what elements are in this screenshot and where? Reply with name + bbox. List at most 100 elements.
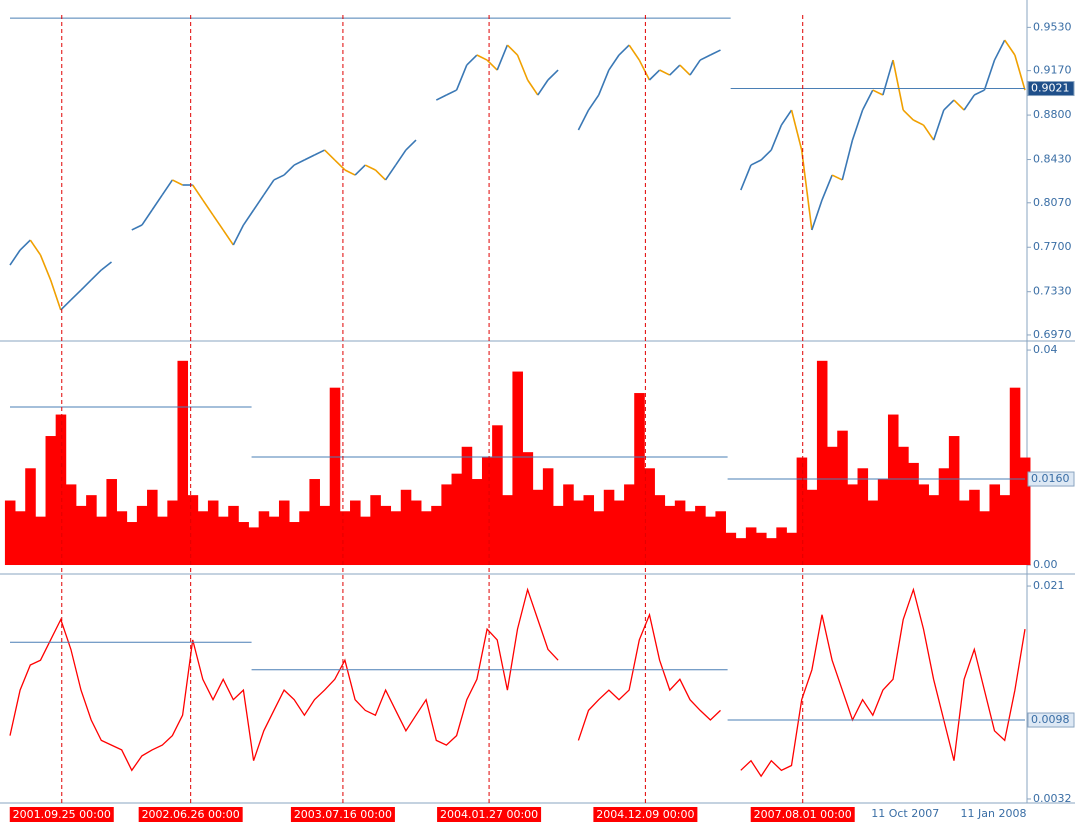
x-tick-label: 11 Jan 2008 bbox=[961, 807, 1027, 820]
bar bbox=[979, 511, 990, 566]
y-tick-label: 0.04 bbox=[1033, 343, 1058, 356]
bar bbox=[573, 500, 584, 566]
bar bbox=[887, 414, 899, 566]
price-segment bbox=[172, 179, 183, 186]
y-tick-label: 0.6970 bbox=[1033, 328, 1072, 341]
price-segment bbox=[648, 69, 661, 81]
bar bbox=[715, 511, 726, 566]
event-tag-box bbox=[290, 807, 395, 822]
price-segment bbox=[800, 149, 813, 231]
price-segment bbox=[232, 224, 245, 246]
bar bbox=[106, 479, 117, 566]
bar bbox=[928, 495, 940, 566]
bar bbox=[908, 462, 919, 566]
price-segment bbox=[39, 254, 52, 281]
bar bbox=[177, 360, 189, 566]
price-segment bbox=[324, 149, 336, 161]
bar bbox=[553, 505, 564, 566]
bar bbox=[989, 484, 1001, 566]
bar bbox=[461, 446, 473, 566]
bar bbox=[400, 489, 412, 566]
level-tag bbox=[1027, 81, 1075, 97]
bar bbox=[471, 479, 483, 566]
price-segment bbox=[750, 159, 762, 166]
price-segment bbox=[466, 54, 478, 66]
price-segment bbox=[811, 199, 823, 231]
bar bbox=[969, 489, 980, 566]
price-segment bbox=[841, 139, 854, 181]
price-segment bbox=[161, 179, 174, 196]
y-tick-label: 0.8800 bbox=[1033, 108, 1072, 121]
event-tag-label: 2007.08.01 00:00 bbox=[754, 808, 852, 821]
level-tag bbox=[1027, 712, 1075, 728]
bar bbox=[583, 495, 595, 566]
bar bbox=[634, 393, 645, 566]
price-segment bbox=[1014, 54, 1026, 91]
event-tag: 2002.06.26 00:00 bbox=[138, 807, 243, 822]
bar bbox=[207, 500, 219, 566]
price-segment bbox=[526, 79, 539, 96]
price-segment bbox=[212, 214, 224, 231]
price-segment bbox=[384, 164, 397, 181]
price-segment bbox=[659, 69, 671, 76]
event-tag-label: 2003.07.16 00:00 bbox=[294, 808, 392, 821]
price-segment bbox=[60, 299, 72, 311]
bar bbox=[45, 436, 57, 566]
price-segment bbox=[872, 89, 884, 96]
price-segment bbox=[476, 54, 488, 61]
price-segment bbox=[283, 164, 295, 176]
bar bbox=[522, 452, 534, 566]
bar bbox=[705, 516, 716, 566]
bar bbox=[644, 468, 655, 566]
price-segment bbox=[983, 59, 996, 91]
bar bbox=[542, 468, 554, 566]
price-segment bbox=[740, 164, 752, 191]
y-tick-label: 0.9170 bbox=[1033, 64, 1072, 77]
bar bbox=[664, 505, 676, 566]
y-tick-label: 0.7330 bbox=[1033, 285, 1072, 298]
price-segment bbox=[922, 124, 935, 141]
y-tick-label: 0.9530 bbox=[1033, 20, 1072, 33]
event-tag-box bbox=[138, 807, 243, 822]
bar bbox=[55, 414, 67, 566]
price-segment bbox=[293, 159, 305, 166]
bar bbox=[624, 484, 635, 566]
price-segment bbox=[19, 239, 31, 251]
bar bbox=[370, 495, 381, 566]
price-segment bbox=[831, 174, 843, 181]
price-segment bbox=[770, 124, 783, 151]
price-segment bbox=[334, 159, 346, 171]
bar bbox=[65, 484, 77, 566]
bar bbox=[289, 522, 300, 566]
bar bbox=[238, 522, 249, 566]
bar bbox=[96, 516, 107, 566]
bar bbox=[86, 495, 97, 566]
bar bbox=[218, 516, 229, 566]
price-segment bbox=[222, 229, 234, 246]
indicator-line bbox=[740, 587, 1026, 778]
bar bbox=[116, 511, 128, 566]
indicator-line bbox=[9, 587, 559, 772]
price-segment bbox=[516, 54, 529, 81]
bar bbox=[167, 500, 178, 566]
bar bbox=[1009, 387, 1021, 566]
price-segment bbox=[455, 64, 468, 91]
price-segment bbox=[537, 79, 549, 96]
price-segment bbox=[780, 109, 793, 126]
price-segment bbox=[486, 59, 498, 71]
price-segment bbox=[252, 194, 265, 211]
price-segment bbox=[263, 179, 275, 196]
bar bbox=[441, 484, 452, 566]
bar bbox=[75, 505, 87, 566]
price-segment bbox=[699, 54, 711, 61]
bar bbox=[350, 500, 361, 566]
price-segment bbox=[395, 149, 407, 166]
bar bbox=[228, 505, 239, 566]
bar bbox=[806, 489, 818, 566]
bar bbox=[756, 532, 767, 566]
price-segment bbox=[973, 89, 985, 96]
price-segment bbox=[882, 59, 894, 96]
bar bbox=[877, 479, 889, 566]
